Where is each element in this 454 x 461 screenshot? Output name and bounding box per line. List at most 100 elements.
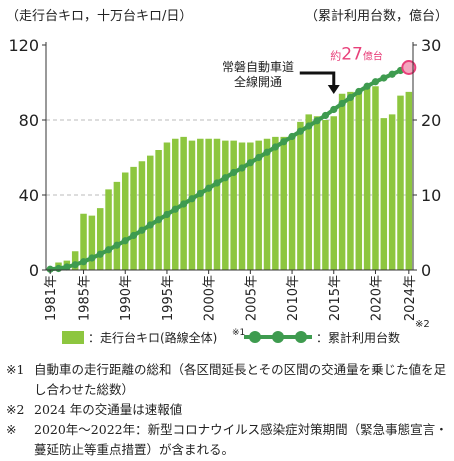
legend-marker [295, 331, 307, 343]
line-point [280, 138, 288, 146]
line-point [163, 210, 171, 219]
bar [130, 166, 137, 270]
bar [222, 140, 229, 270]
x-tick-label: 2024年 [403, 275, 418, 321]
bar [71, 251, 79, 270]
line-point [213, 179, 221, 187]
left-tick-label: 0 [29, 261, 39, 280]
line-point [88, 254, 96, 262]
bar [197, 138, 204, 270]
bar [88, 215, 96, 270]
line-point [113, 241, 121, 249]
line-point [79, 258, 88, 266]
bar [147, 155, 154, 270]
line-point [155, 216, 163, 224]
x-tick-label: 2015年 [328, 275, 343, 321]
line-point [313, 117, 321, 125]
bar [163, 142, 171, 270]
bar [288, 135, 296, 270]
bar [138, 161, 146, 270]
x-tick-label: 1985年 [78, 275, 93, 321]
x-tick-label: 2020年 [369, 275, 384, 321]
legend-label-bar: ：走行台キロ(路線全体) [88, 330, 217, 345]
legend-swatch-bar [62, 331, 84, 344]
legend-note-mark: ※1 [232, 328, 245, 338]
bar [297, 121, 304, 270]
line-point [296, 127, 304, 135]
x-tick-label: 2005年 [244, 275, 259, 321]
line-point [171, 205, 179, 213]
final-value-label: 約27億台 [330, 45, 383, 65]
bar [247, 142, 254, 270]
left-tick-label: 80 [19, 111, 39, 130]
bar [347, 91, 354, 270]
x-tick-label: 1981年 [44, 275, 59, 321]
line-point [263, 148, 271, 156]
x-tick-label: 2000年 [203, 275, 218, 321]
bar [363, 88, 371, 270]
opening-label-line1: 常磐自動車道 [222, 60, 294, 74]
line-series [49, 65, 410, 272]
footnote-text: 2024 年の交通量は速報値 [34, 402, 183, 417]
bar [213, 138, 221, 270]
left-axis-title: （走行台キロ，十万台キロ/日） [6, 9, 192, 24]
right-tick-label: 20 [421, 111, 441, 130]
bar [355, 90, 363, 270]
bar [96, 208, 104, 270]
legend-marker [249, 331, 261, 343]
footnote-text: 2020年～2022年：新型コロナウイルス感染症対策期間（緊急事態宣言・蔓延防止… [34, 422, 448, 457]
footnote-1: ※1 自動車の走行距離の総和（各区間延長とその区間の交通量を乗じた値を足し合わせ… [6, 360, 450, 400]
line-point [63, 263, 71, 271]
line-point [355, 87, 363, 96]
line-point [146, 221, 154, 229]
bar [405, 91, 413, 270]
right-tick-label: 0 [421, 261, 431, 280]
line-point [71, 261, 79, 269]
bar [155, 150, 162, 270]
right-tick-label: 10 [421, 186, 441, 205]
bar [255, 140, 262, 270]
line-point [346, 93, 355, 102]
bar [263, 138, 271, 270]
line-point [388, 70, 396, 78]
line-point [129, 231, 138, 240]
axes: 0 40 80 120 0 10 20 30 1981年 1985年 1990年 1995年 2000年… [8, 36, 441, 330]
line-point [380, 74, 388, 82]
x-tick-label: 1995年 [161, 275, 176, 321]
line-point [121, 237, 129, 245]
line-point [196, 189, 204, 198]
footnotes: ※1 自動車の走行距離の総和（各区間延長とその区間の交通量を乗じた値を足し合わせ… [6, 360, 450, 460]
x-tick-label: 1990年 [119, 275, 134, 321]
line-point [321, 111, 330, 120]
bar [313, 116, 321, 270]
bar [113, 181, 121, 270]
line-point [138, 226, 146, 234]
bar [397, 95, 404, 270]
footnote-3: ※ 2020年～2022年：新型コロナウイルス感染症対策期間（緊急事態宣言・蔓延… [6, 420, 450, 460]
bar [280, 136, 287, 270]
opening-arrow-head [327, 85, 340, 94]
bar [330, 116, 338, 270]
line-point [238, 164, 246, 172]
plot-area [46, 60, 417, 273]
footnote-text: 自動車の走行距離の総和（各区間延長とその区間の交通量を乗じた値を足し合わせた総数… [34, 362, 447, 397]
bar [272, 136, 279, 270]
line-point [205, 184, 213, 192]
right-axis-title: （累計利用台数，億台） [305, 8, 448, 24]
line-point [363, 82, 371, 90]
line-point [188, 195, 196, 203]
legend-label-line: ：累計利用台数 [316, 330, 400, 345]
bar [205, 138, 212, 270]
opening-arrow-line [299, 71, 336, 86]
line-point [54, 264, 63, 273]
footnote-mark: ※1 [6, 362, 25, 377]
bar [172, 138, 179, 270]
line-point [305, 122, 313, 130]
bar [322, 120, 329, 270]
x-tick-label: 2010年 [286, 275, 301, 321]
line-point [180, 200, 188, 208]
line-point [271, 143, 279, 151]
bar [230, 140, 237, 270]
line-point [46, 265, 54, 273]
